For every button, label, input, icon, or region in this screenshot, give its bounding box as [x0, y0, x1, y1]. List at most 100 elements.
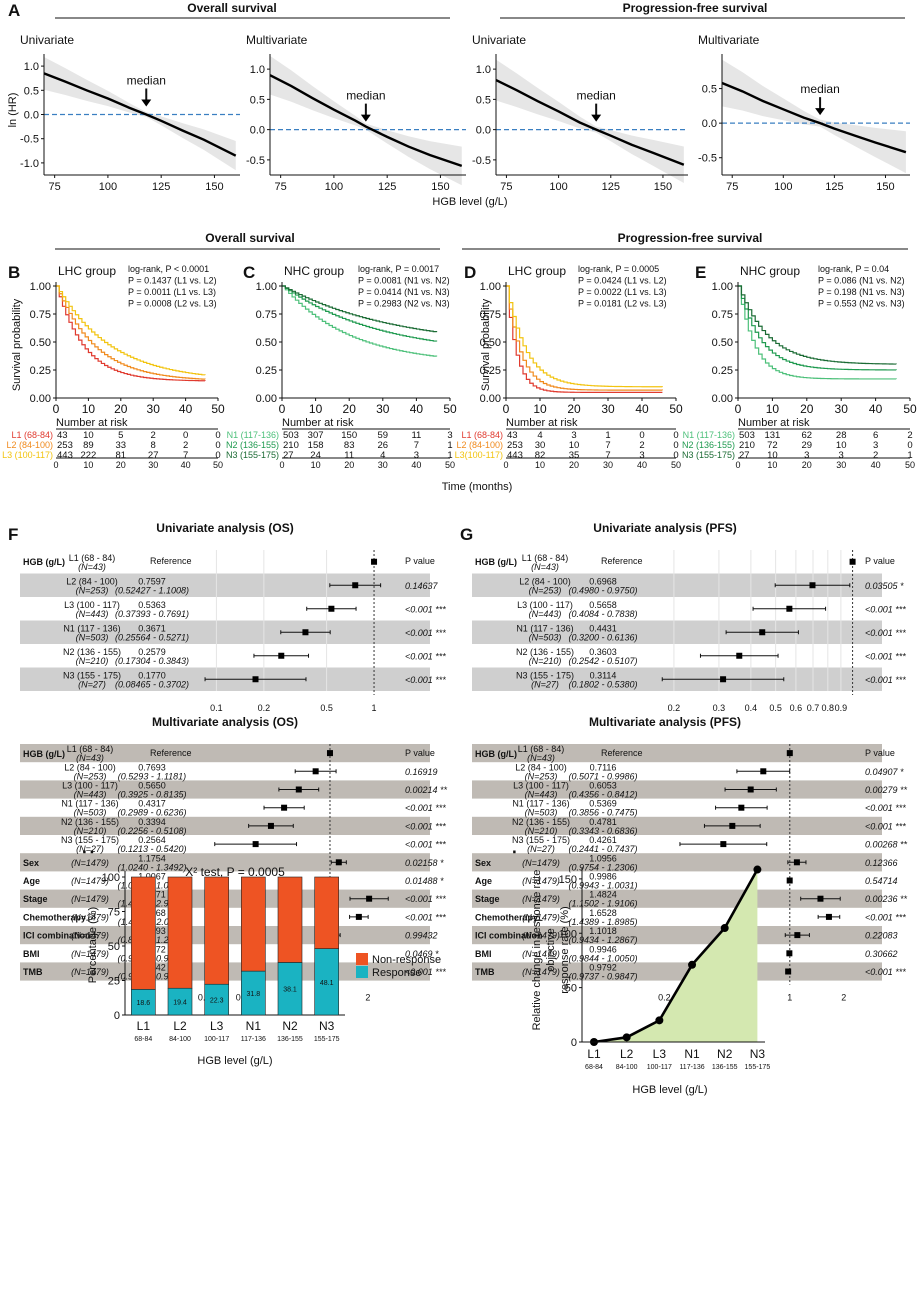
y-tick-label: 1.00: [256, 281, 277, 293]
x-tick-label: 10: [533, 402, 547, 416]
km-panel-D: LHC group log-rank, P = 0.0005 P = 0.0424 …: [455, 264, 683, 470]
risk-x-tick-label: 40: [637, 460, 647, 470]
km-logrank-stat: P = 0.0181 (L2 vs. L3): [578, 299, 667, 309]
forest-point-estimate: [328, 605, 335, 612]
forest-point-estimate: [335, 859, 342, 866]
x-tick-label: 40: [179, 402, 193, 416]
forest-p-value: <0.001 ***: [865, 604, 906, 614]
forest-point-estimate: [720, 676, 727, 683]
forest-n-label: (N=503): [525, 808, 558, 818]
bar-response: [277, 962, 303, 1016]
bar-non-response: [131, 876, 156, 990]
forest-subgroup-label: L3 (100 - 117): [62, 781, 118, 791]
forest-n-label: (N=1479): [522, 949, 560, 959]
km-panel-C: NHC group log-rank, P = 0.0017 P = 0.0081 …: [226, 264, 457, 470]
risk-count: 10: [569, 440, 580, 451]
risk-count: 8: [151, 440, 156, 451]
forest-hr-value: 1.1018: [589, 926, 617, 936]
x-tick-label: 50: [211, 402, 225, 416]
chart-h-title: X² test, P = 0.0005: [185, 865, 285, 879]
hr-confidence-band: [44, 57, 236, 171]
forest-hr-value: 0.7116: [590, 762, 617, 772]
risk-count: 1: [447, 440, 452, 451]
forest-x-tick-label: 0.5: [769, 703, 782, 713]
x-tick-label: 40: [410, 402, 424, 416]
forest-subgroup-label: L1 (68 - 84): [522, 553, 569, 563]
forest-variable-label: TMB: [475, 967, 495, 977]
forest-title: Multivariate analysis (PFS): [589, 715, 741, 729]
x-tick-label: 30: [835, 402, 849, 416]
forest-n-label: (N=27): [527, 844, 555, 854]
forest-hr-value: 0.9792: [589, 963, 617, 973]
risk-count: 131: [764, 430, 780, 441]
panel-be-os-title: Overall survival: [205, 231, 294, 245]
panel-a-subplot-title: Univariate: [20, 33, 74, 47]
risk-x-tick-label: 50: [671, 460, 681, 470]
x-tick-label: 50: [443, 402, 457, 416]
forest-row-band: [472, 620, 882, 644]
forest-p-value: 0.00279 **: [865, 785, 908, 795]
forest-p-value: 0.01488 *: [405, 876, 444, 886]
forest-variable-label: Sex: [23, 858, 39, 868]
risk-count: 2: [639, 440, 644, 451]
forest-p-value: <0.001 ***: [405, 651, 446, 661]
forest-subgroup-label: L3 (100 - 117): [64, 600, 120, 610]
chart-h-xlabel: HGB level (g/L): [197, 1055, 272, 1067]
forest-subgroup-label: N1 (117 - 136): [63, 623, 120, 633]
forest-p-value: <0.001 ***: [865, 967, 906, 977]
forest-hr-value: 0.2564: [138, 835, 166, 845]
forest-point-estimate: [786, 950, 793, 957]
km-logrank-stat: P = 0.1437 (L1 vs. L2): [128, 276, 217, 286]
risk-count: 3: [804, 450, 809, 461]
risk-count: 7: [605, 450, 610, 461]
legend-label-non-response: Non-response: [372, 954, 441, 966]
bar-response: [314, 948, 339, 1016]
km-curve-2: [738, 285, 897, 371]
forest-row-band: [472, 889, 882, 908]
forest-reference-label: Reference: [601, 556, 643, 566]
forest-p-value: <0.001 ***: [865, 803, 906, 813]
legend-swatch-non-response: [356, 953, 368, 965]
x-tick-label: 75: [49, 181, 61, 193]
forest-hgb-label: HGB (g/L): [23, 557, 65, 567]
forest-title: Multivariate analysis (OS): [152, 715, 298, 729]
hr-confidence-band: [270, 55, 462, 186]
km-logrank-stat: P = 0.0081 (N1 vs. N2): [358, 276, 450, 286]
forest-n-label: (N=253): [529, 585, 562, 595]
risk-count: 1: [605, 430, 610, 441]
y-tick-label: 0.75: [712, 309, 733, 321]
risk-x-tick-label: 20: [802, 460, 812, 470]
risk-x-tick-label: 0: [279, 460, 284, 470]
data-point: [720, 924, 729, 933]
forest-point-estimate: [252, 841, 259, 848]
forest-hr-value: 0.3603: [589, 647, 617, 657]
forest-variable-label: BMI: [23, 949, 40, 959]
x-tick-label: 75: [726, 181, 738, 193]
bar-data-label: 19.4: [173, 1000, 187, 1007]
x-tick-label: N2: [282, 1019, 298, 1033]
bar-data-label: 22.3: [210, 998, 224, 1005]
y-tick-label: -0.5: [246, 155, 265, 167]
y-tick-label: 0.75: [30, 309, 51, 321]
bar-non-response: [204, 876, 229, 985]
area-fill: [594, 869, 758, 1042]
risk-count: 10: [836, 440, 847, 451]
chart-i-ylabel-line1: Relative change in response rate: [531, 870, 543, 1031]
risk-count: 253: [57, 440, 73, 451]
forest-point-estimate: [785, 968, 792, 975]
forest-n-label: (N=1479): [71, 912, 109, 922]
x-tick-sublabel: 100-117: [647, 1064, 672, 1071]
forest-p-value: 0.04907 *: [865, 767, 904, 777]
x-tick-label: 10: [766, 402, 780, 416]
risk-count: 2: [151, 430, 156, 441]
panel-a-subplot-title: Multivariate: [246, 33, 308, 47]
km-panel-B: LHC group log-rank, P < 0.0001 P = 0.1437 …: [2, 264, 225, 470]
risk-count: 222: [80, 450, 96, 461]
bar-non-response: [277, 876, 303, 963]
forest-hgb-label: HGB (g/L): [475, 557, 517, 567]
hr-spline-curve: [269, 74, 463, 168]
y-tick-label: -0.5: [698, 153, 717, 165]
risk-count: 10: [767, 450, 778, 461]
risk-count: 6: [873, 430, 878, 441]
forest-subgroup-label: N2 (136 - 155): [61, 817, 119, 827]
